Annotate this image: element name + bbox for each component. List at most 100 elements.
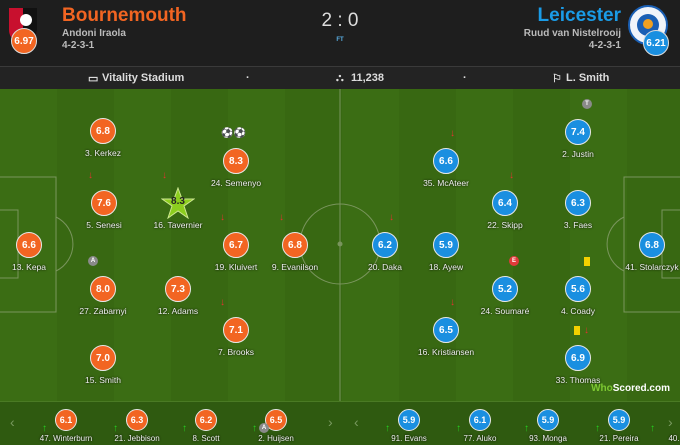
player-away[interactable]: 5.6 4. Coady — [538, 276, 618, 316]
player-rating: 7.4 — [565, 119, 591, 145]
player-name: 18. Ayew — [428, 262, 464, 272]
whoscored-watermark: WhoScored.com — [591, 383, 670, 394]
player-away[interactable]: 6.5 16. Kristiansen — [406, 317, 486, 357]
sub-off-arrow-icon: ↓ — [389, 212, 394, 223]
player-home[interactable]: 7.6 5. Senesi — [64, 190, 144, 230]
substitute-away[interactable]: 5.9 93. Monga — [508, 409, 588, 443]
player-away[interactable]: 6.3 3. Faes — [538, 190, 618, 230]
player-name: 15. Smith — [85, 375, 121, 385]
substitute-home[interactable]: 6.1 47. Winterburn — [26, 409, 106, 443]
player-rating: 6.8 — [282, 232, 308, 258]
player-rating: 6.8 — [639, 232, 665, 258]
player-name: 22. Skipp — [487, 220, 523, 230]
chevron-right-icon[interactable]: › — [328, 414, 333, 430]
player-home[interactable]: 7.3 12. Adams — [138, 276, 218, 316]
player-name: 20. Daka — [367, 262, 403, 272]
sub-on-arrow-icon: ↑ — [113, 423, 118, 434]
player-home[interactable]: 6.8 9. Evanilson — [255, 232, 335, 272]
player-away[interactable]: 5.9 18. Ayew — [406, 232, 486, 272]
player-name: 5. Senesi — [86, 220, 122, 230]
player-name: 35. McAteer — [423, 178, 469, 188]
substitute-home[interactable]: 6.3 21. Jebbison — [97, 409, 177, 443]
player-away[interactable]: 6.4 22. Skipp — [465, 190, 545, 230]
player-name: 47. Winterburn — [39, 434, 93, 443]
player-rating: 6.3 — [126, 409, 148, 431]
player-name: 9. Evanilson — [271, 262, 319, 272]
substitute-home[interactable]: 6.2 8. Scott — [166, 409, 246, 443]
home-formation: 4-2-3-1 — [62, 40, 95, 51]
substitute-away[interactable]: 5.9 91. Evans — [369, 409, 449, 443]
player-rating: 6.9 — [565, 345, 591, 371]
player-home[interactable]: 7.0 15. Smith — [63, 345, 143, 385]
match-info-bar: ▭ Vitality Stadium · ⛬ 11,238 · ⚐ L. Smi… — [0, 66, 680, 89]
sub-off-arrow-icon: ↓ — [220, 297, 225, 308]
player-name: 7. Brooks — [218, 347, 254, 357]
player-home[interactable]: 7.1 7. Brooks — [196, 317, 276, 357]
player-away[interactable]: 5.2 24. Soumaré — [465, 276, 545, 316]
player-home[interactable]: 8.3 24. Semenyo — [196, 148, 276, 188]
substitute-away[interactable]: 5.9 21. Pereira — [579, 409, 659, 443]
away-formation: 4-2-3-1 — [588, 40, 621, 51]
player-home[interactable]: 6.8 3. Kerkez — [63, 118, 143, 158]
badge-T-icon: T — [582, 99, 592, 109]
player-name: 27. Zabarnyi — [79, 306, 127, 316]
player-rating: 6.8 — [90, 118, 116, 144]
player-name: 21. Jebbison — [114, 434, 160, 443]
sub-off-arrow-icon: ↓ — [450, 297, 455, 308]
score: 2 : 0 — [321, 10, 359, 31]
sub-on-arrow-icon: ↑ — [524, 423, 529, 434]
sub-off-arrow-icon: ↓ — [220, 212, 225, 223]
player-rating: 6.1 — [55, 409, 77, 431]
player-name: 93. Monga — [529, 434, 567, 443]
player-name: 40. — [668, 434, 680, 443]
away-team-name[interactable]: Leicester — [537, 5, 621, 26]
sub-on-arrow-icon: ↑ — [252, 423, 257, 434]
player-rating: 6.2 — [195, 409, 217, 431]
player-name: 19. Kluivert — [214, 262, 258, 272]
player-home[interactable]: 8.0 27. Zabarnyi — [63, 276, 143, 316]
player-home[interactable]: 6.6 13. Kepa — [0, 232, 69, 272]
player-name: 41. Stolarczyk — [625, 262, 679, 272]
chevron-left-icon[interactable]: ‹ — [354, 414, 359, 430]
player-rating: 5.9 — [608, 409, 630, 431]
chevron-left-icon[interactable]: ‹ — [10, 414, 15, 430]
player-rating: 7.6 — [91, 190, 117, 216]
player-name: 13. Kepa — [11, 262, 47, 272]
player-away[interactable]: 6.6 35. McAteer — [406, 148, 486, 188]
player-name: 24. Soumaré — [480, 306, 530, 316]
sub-off-arrow-icon: ↓ — [509, 170, 514, 181]
substitute-away[interactable]: 6.1 77. Aluko — [440, 409, 520, 443]
player-name: 2. Huijsen — [258, 434, 294, 443]
whistle-icon: ⚐ — [552, 73, 562, 85]
sub-off-arrow-icon: ↓ — [162, 170, 167, 181]
player-home[interactable]: 8.3 16. Tavernier — [138, 186, 218, 230]
player-away[interactable]: 6.9 33. Thomas — [538, 345, 618, 385]
player-rating: 7.0 — [90, 345, 116, 371]
player-home[interactable]: 6.7 19. Kluivert — [196, 232, 276, 272]
player-name: 3. Faes — [563, 220, 593, 230]
badge-A-icon: A — [259, 423, 269, 433]
sub-on-arrow-icon: ↑ — [456, 423, 461, 434]
player-rating: 6.2 — [372, 232, 398, 258]
player-name: 16. Tavernier — [153, 220, 203, 230]
substitutes-bar: ‹ › ‹ › 6.1 47. Winterburn ↑ 6.3 21. Jebbiso… — [0, 401, 680, 445]
player-rating: 8.0 — [90, 276, 116, 302]
substitute-away[interactable]: 40. — [634, 409, 680, 443]
player-away[interactable]: 7.4 2. Justin — [538, 119, 618, 159]
home-manager: Andoni Iraola — [62, 28, 126, 39]
badge-A-icon: A — [88, 256, 98, 266]
chevron-right-icon[interactable]: › — [668, 414, 673, 430]
player-rating: 5.9 — [537, 409, 559, 431]
sub-on-arrow-icon: ↑ — [595, 423, 600, 434]
match-status: FT — [336, 37, 344, 43]
sub-on-arrow-icon: ↑ — [385, 423, 390, 434]
player-away[interactable]: 6.2 20. Daka — [345, 232, 425, 272]
substitute-home[interactable]: 6.5 2. Huijsen — [236, 409, 316, 443]
player-rating: 6.1 — [469, 409, 491, 431]
crowd-icon: ⛬ — [336, 72, 344, 84]
stadium-icon: ▭ — [88, 73, 99, 85]
sub-off-arrow-icon: ↓ — [88, 170, 93, 181]
player-away[interactable]: 6.8 41. Stolarczyk — [612, 232, 680, 272]
player-name: 16. Kristiansen — [417, 347, 475, 357]
home-team-name[interactable]: Bournemouth — [62, 5, 187, 26]
